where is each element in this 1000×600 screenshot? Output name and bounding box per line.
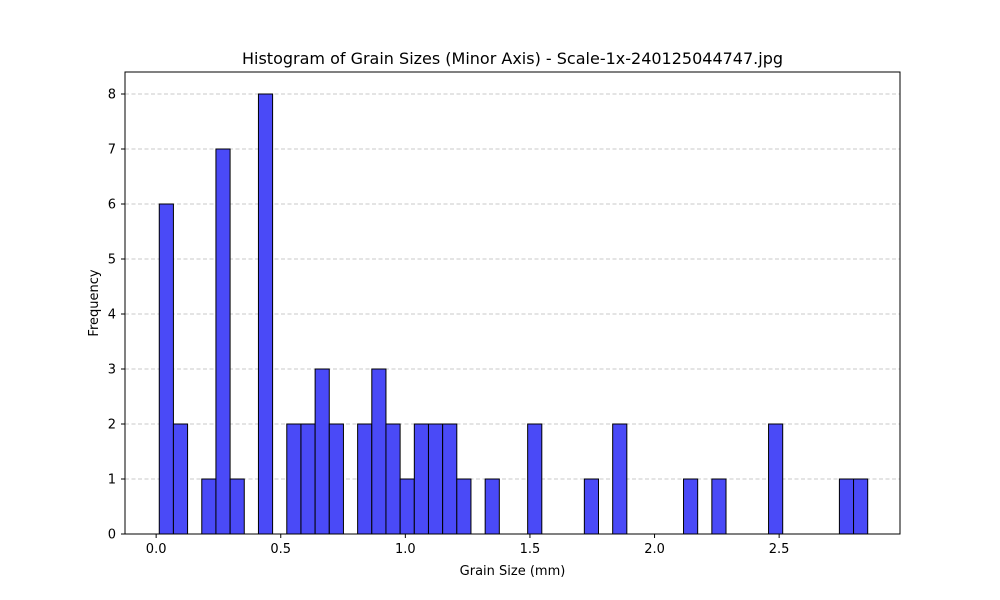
x-axis-ticks: 0.0 0.5 1.0 1.5 2.0 2.5 — [146, 534, 790, 557]
x-tick-label: 2.5 — [769, 542, 790, 557]
histogram-bar — [768, 423, 784, 535]
histogram-bar — [484, 478, 500, 535]
y-axis-label: Frequency — [87, 269, 102, 336]
histogram-bar — [442, 423, 458, 535]
x-tick-label: 0.0 — [146, 542, 167, 557]
histogram-bar — [328, 423, 344, 535]
histogram-bar — [413, 423, 429, 535]
x-tick-label: 1.0 — [395, 542, 416, 557]
histogram-bar — [527, 423, 543, 535]
histogram-bar — [215, 148, 231, 535]
histogram-bar — [257, 93, 274, 535]
y-tick-label: 0 — [108, 528, 116, 543]
histogram-bar — [683, 478, 699, 535]
histogram-bar — [201, 478, 217, 535]
histogram-bar — [853, 478, 869, 535]
chart-title: Histogram of Grain Sizes (Minor Axis) - … — [242, 49, 783, 68]
histogram-bar — [300, 423, 316, 535]
histogram-bar — [371, 368, 387, 535]
y-tick-label: 1 — [108, 473, 116, 488]
histogram-bar — [838, 478, 855, 535]
histogram-bar — [399, 478, 415, 535]
histogram-bar — [612, 423, 628, 535]
x-tick-label: 1.5 — [520, 542, 541, 557]
y-tick-label: 5 — [108, 253, 116, 268]
plot-frame — [124, 71, 901, 535]
histogram-bar — [158, 203, 174, 535]
histogram-bar — [385, 423, 401, 535]
histogram-bar — [229, 478, 245, 535]
y-tick-label: 8 — [108, 88, 116, 103]
y-tick-label: 3 — [108, 363, 116, 378]
histogram-bar — [357, 423, 373, 535]
histogram-bar — [286, 423, 302, 535]
histogram-bar — [456, 478, 472, 535]
histogram-bar — [172, 423, 189, 535]
histogram-bar — [583, 478, 599, 535]
y-tick-label: 2 — [108, 418, 116, 433]
y-axis-ticks: 0 1 2 3 4 5 6 7 8 — [108, 88, 125, 543]
x-axis-label: Grain Size (mm) — [460, 564, 566, 579]
histogram-bar — [314, 368, 330, 535]
y-tick-label: 6 — [108, 198, 116, 213]
histogram-bar — [711, 478, 727, 535]
x-tick-label: 2.0 — [644, 542, 665, 557]
x-tick-label: 0.5 — [270, 542, 291, 557]
y-tick-label: 7 — [108, 143, 116, 158]
histogram-bar — [427, 423, 444, 535]
histogram-bars — [158, 93, 869, 535]
y-tick-label: 4 — [108, 308, 116, 323]
